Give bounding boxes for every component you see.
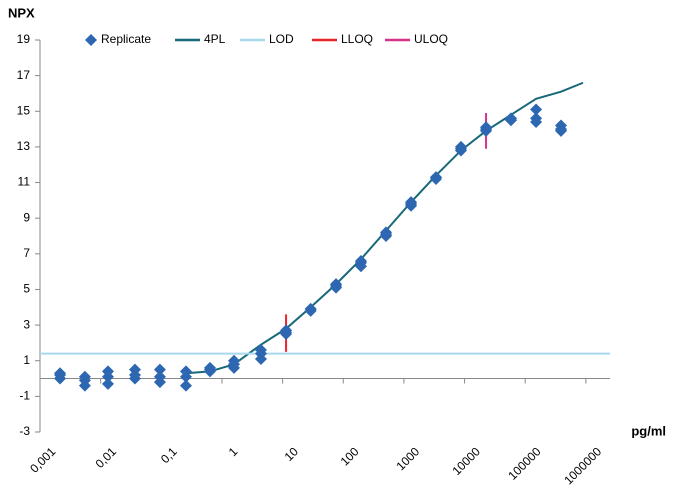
legend-label: LLOQ [341,32,373,46]
x-tick-label: 1000000 [561,444,604,487]
y-tick-label: 9 [23,210,30,224]
y-tick-label: 1 [23,353,30,367]
replicate-point [179,365,192,378]
x-tick-label: 0,001 [27,444,58,475]
replicate-point [429,171,442,184]
x-tick-label: 10 [282,444,302,464]
y-axis-title: NPX [8,5,35,20]
y-tick-label: -1 [19,389,30,403]
replicate-point [203,361,216,374]
replicate-point [179,379,192,392]
y-tick-label: 13 [17,139,31,153]
x-tick-label: 1 [226,444,241,459]
x-tick-label: 100 [338,444,362,468]
replicate-point [554,119,567,132]
y-tick-label: -3 [19,424,30,438]
y-tick-label: 17 [17,68,31,82]
x-tick-label: 10000 [449,444,483,478]
legend-label: ULOQ [414,32,448,46]
y-tick-label: 7 [23,246,30,260]
replicate-point [128,363,141,376]
replicate-point [530,112,543,125]
y-tick-label: 19 [17,32,31,46]
x-tick-label: 0,01 [93,444,120,471]
x-tick-label: 100000 [505,444,543,482]
replicate-point [330,278,343,291]
replicate-point [454,140,467,153]
replicate-point [530,103,543,116]
replicate-point [153,363,166,376]
replicate-point [254,344,267,357]
x-tick-label: 1000 [393,444,422,473]
replicate-point [153,370,166,383]
replicate-point [101,365,114,378]
replicate-point [304,303,317,316]
replicate-point [380,226,393,239]
replicate-point [228,354,241,367]
legend-label: LOD [269,32,294,46]
x-tick-label: 0,1 [158,444,180,466]
replicate-point [505,112,518,125]
replicate-point [280,324,293,337]
replicate-point [54,367,67,380]
replicate-point [405,196,418,209]
y-tick-label: 15 [17,103,31,117]
replicate-point [480,121,493,134]
y-tick-label: 3 [23,317,30,331]
replicate-point [354,254,367,267]
replicate-point [101,377,114,390]
legend-label: 4PL [204,32,226,46]
y-tick-label: 11 [18,175,31,189]
legend-symbol [85,34,97,46]
legend-label: Replicate [101,32,151,46]
replicate-point [78,370,91,383]
x-axis-title: pg/ml [631,423,666,438]
y-tick-label: 5 [23,282,30,296]
